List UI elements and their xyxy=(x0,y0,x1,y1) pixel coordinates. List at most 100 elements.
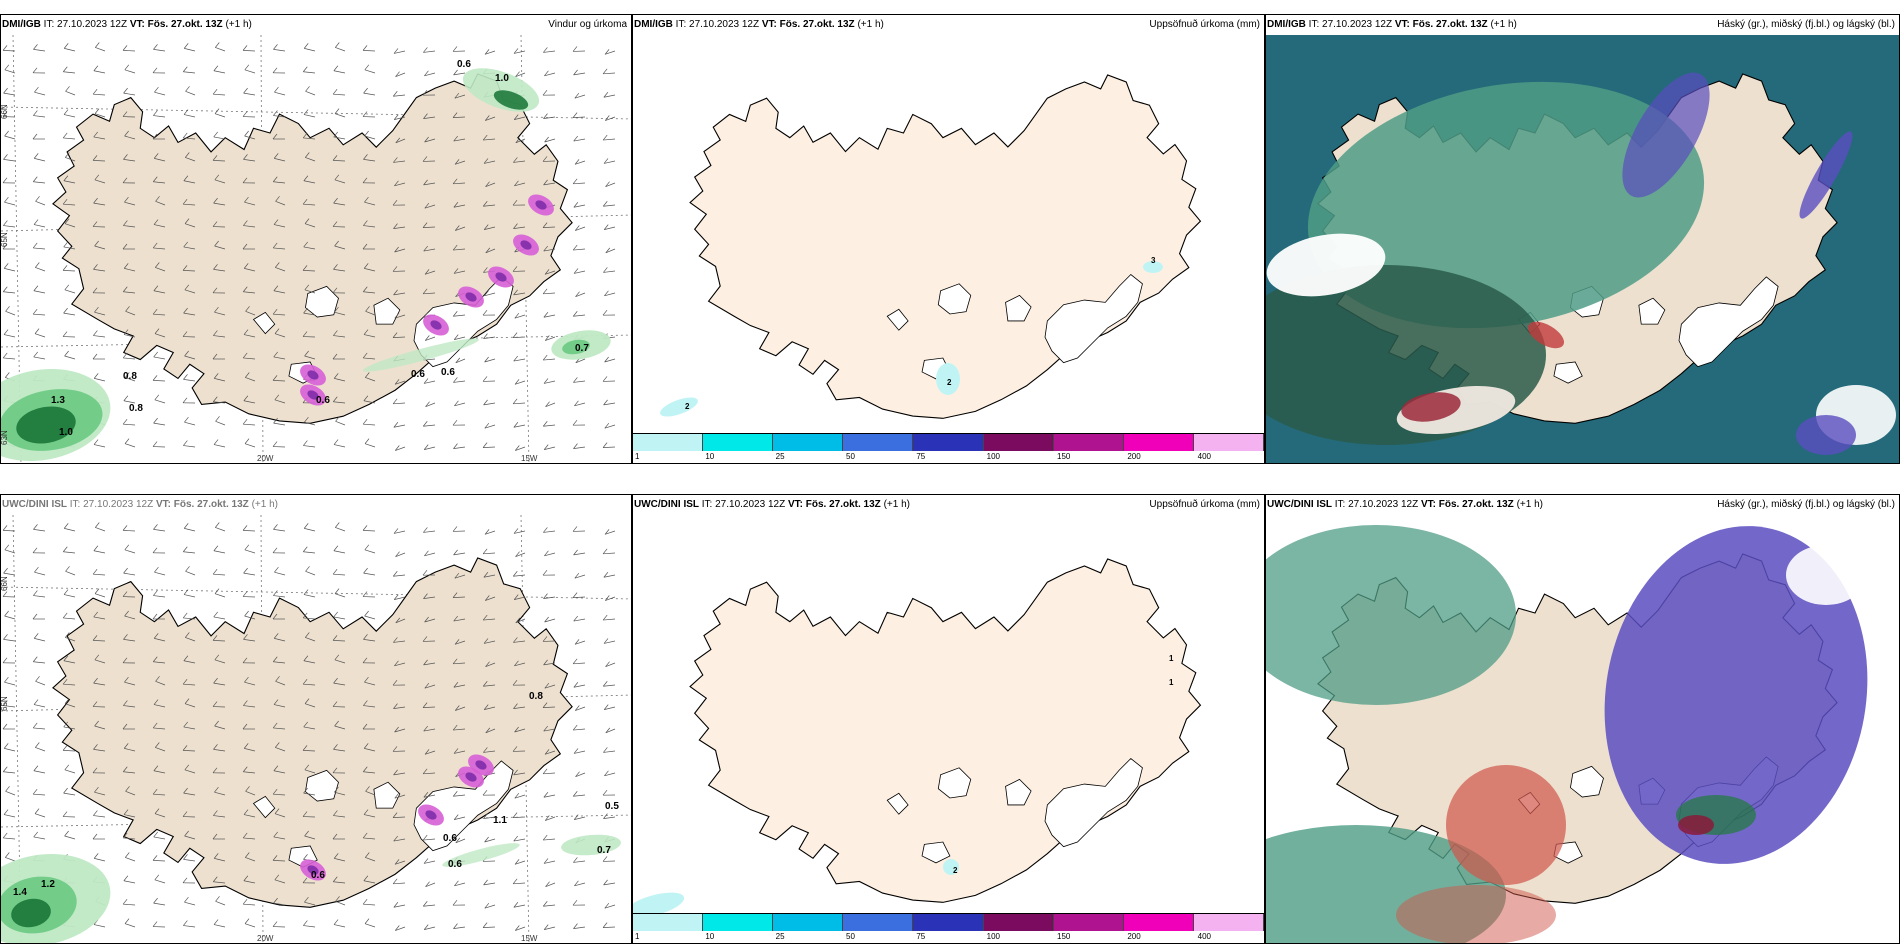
wind-barb xyxy=(393,904,406,908)
wind-barb xyxy=(94,179,106,184)
wind-barb-flag xyxy=(243,567,248,574)
wind-barb xyxy=(363,400,376,404)
wind-barb xyxy=(183,378,196,382)
wind-barb-flag xyxy=(573,615,578,622)
wind-barb xyxy=(213,573,226,576)
wind-barb-flag xyxy=(272,613,278,620)
wind-barb xyxy=(513,882,526,885)
precip-value-label: 1.1 xyxy=(493,815,507,826)
accum-precip-area xyxy=(633,892,685,915)
wind-barb-flag xyxy=(453,549,458,556)
wind-barb xyxy=(604,50,616,55)
wind-barb-flag xyxy=(605,661,610,667)
wind-barb xyxy=(513,640,526,643)
wind-barb-flag xyxy=(182,132,188,139)
wind-barb-flag xyxy=(513,637,518,643)
wind-barb-flag xyxy=(332,701,338,707)
wind-barb-flag xyxy=(604,422,610,429)
wind-barb xyxy=(483,446,496,448)
precip-value-label: 0.6 xyxy=(311,870,325,881)
colorbar-tick-label: 75 xyxy=(916,452,926,461)
clear-area xyxy=(1266,233,1386,297)
wind-barb-flag xyxy=(363,329,369,335)
wind-barb-flag xyxy=(242,45,248,51)
precip-area xyxy=(442,843,520,867)
wind-barb xyxy=(573,204,586,208)
wind-barb-flag xyxy=(542,288,548,295)
precip-value-label: 0.6 xyxy=(457,59,471,70)
wind-barb-flag xyxy=(183,589,189,595)
wind-barb-flag xyxy=(515,137,521,144)
wind-barb-flag xyxy=(393,637,398,643)
wind-barb-flag xyxy=(513,355,518,362)
wind-barb-flag xyxy=(305,86,310,92)
wind-barb xyxy=(544,72,556,77)
wind-barb-flag xyxy=(153,219,159,225)
wind-barb-flag xyxy=(393,769,398,776)
wind-barb-flag xyxy=(482,681,488,687)
wind-barb xyxy=(243,50,256,52)
wind-barb-flag xyxy=(273,351,278,358)
wind-barb xyxy=(603,138,616,141)
wind-barb-flag xyxy=(333,373,339,379)
wind-barb-flag xyxy=(423,924,429,930)
wind-barb xyxy=(455,226,466,231)
wind-barb-flag xyxy=(153,153,159,159)
wind-barb-flag xyxy=(3,263,9,269)
wind-barb-flag xyxy=(305,632,310,638)
wind-barb xyxy=(603,640,616,644)
wind-barb xyxy=(273,313,286,316)
wind-barb xyxy=(123,880,136,884)
vt-label: VT: xyxy=(787,499,803,510)
wind-barb xyxy=(575,226,586,231)
wind-barb-flag xyxy=(93,373,99,379)
model-name: UWC/DINI ISL xyxy=(634,499,699,510)
wind-barb xyxy=(334,311,346,316)
wind-barb xyxy=(64,769,76,774)
wind-barb xyxy=(514,182,526,187)
wind-barb-flag xyxy=(64,764,70,771)
wind-barb-flag xyxy=(64,218,70,224)
wind-barb-flag xyxy=(453,814,459,820)
wind-barb-flag xyxy=(302,745,308,751)
high-cloud-area xyxy=(1401,392,1461,422)
wind-barb-flag xyxy=(425,335,430,341)
wind-barb-flag xyxy=(423,47,428,53)
wind-barb xyxy=(333,550,346,554)
wind-barb xyxy=(34,333,46,338)
wind-barb xyxy=(183,683,196,686)
wind-barb-flag xyxy=(302,877,308,884)
wind-barb xyxy=(215,420,226,426)
precip-area xyxy=(16,406,76,444)
wind-barb-flag xyxy=(62,678,68,685)
wind-barb-flag xyxy=(244,610,249,617)
wind-barb xyxy=(303,925,316,928)
wind-barb-flag xyxy=(332,635,338,641)
wind-barb-flag xyxy=(242,525,248,531)
wind-barb-flag xyxy=(363,567,368,574)
wind-barb xyxy=(123,225,136,228)
wind-barb-flag xyxy=(152,242,158,249)
wind-barb xyxy=(33,793,46,796)
init-time: 27.10.2023 12Z xyxy=(715,499,786,510)
wind-barb-flag xyxy=(152,656,158,662)
wind-barb xyxy=(154,91,166,96)
wind-barb-flag xyxy=(214,654,220,661)
wind-barb xyxy=(33,247,46,250)
panel-top-wind: DMI/IGB IT: 27.10.2023 12Z VT: Fös. 27.o… xyxy=(0,14,632,464)
wind-barb xyxy=(63,683,76,686)
wind-barb xyxy=(394,662,406,667)
wind-barb-flag xyxy=(182,66,188,72)
wind-barb xyxy=(183,925,196,928)
wind-barb-flag xyxy=(602,201,608,207)
wind-barb xyxy=(183,270,196,272)
wind-barb xyxy=(485,728,496,734)
wind-barb xyxy=(423,424,436,427)
wind-barb-flag xyxy=(333,853,339,859)
wind-barb xyxy=(123,357,136,360)
glacier xyxy=(937,283,972,315)
wind-barb xyxy=(513,292,526,296)
wind-barb xyxy=(484,226,496,230)
wind-barb xyxy=(393,50,406,54)
wind-barb-flag xyxy=(92,767,98,774)
